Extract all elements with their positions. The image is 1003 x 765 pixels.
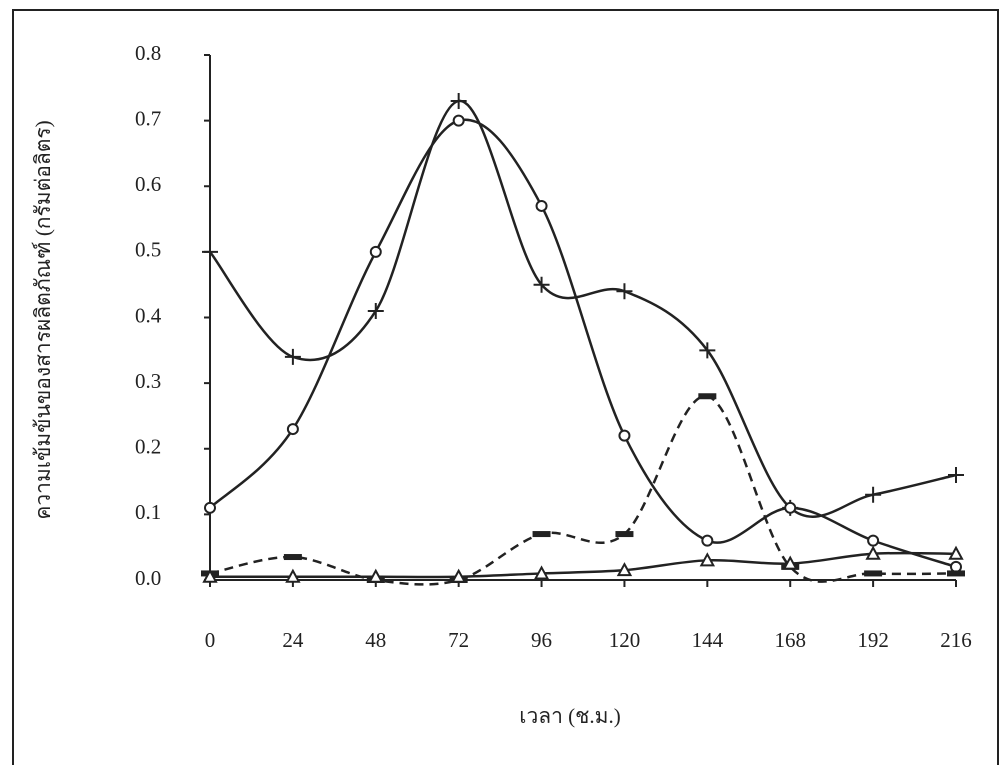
marker <box>368 568 384 583</box>
marker <box>947 570 965 577</box>
marker <box>699 552 716 567</box>
y-tick-label: 0.0 <box>135 566 161 590</box>
x-tick-label: 72 <box>448 628 469 652</box>
marker <box>533 565 550 580</box>
y-tick-label: 0.5 <box>135 238 161 262</box>
x-tick-label: 192 <box>857 628 889 652</box>
marker <box>699 342 716 359</box>
marker <box>948 545 964 560</box>
series-line <box>209 99 957 518</box>
x-tick-label: 144 <box>692 628 724 652</box>
marker <box>616 562 633 577</box>
x-tick-label: 216 <box>940 628 972 652</box>
y-tick-label: 0.7 <box>135 106 161 130</box>
x-tick-label: 96 <box>531 628 552 652</box>
marker <box>782 555 798 570</box>
y-tick-label: 0.3 <box>135 369 161 393</box>
marker <box>865 486 882 503</box>
y-tick-label: 0.6 <box>135 172 161 196</box>
marker <box>450 568 467 583</box>
marker <box>532 531 551 538</box>
x-tick-label: 24 <box>282 628 304 652</box>
series-line <box>209 118 957 569</box>
marker <box>367 302 384 319</box>
marker <box>450 92 467 109</box>
marker <box>615 531 634 538</box>
marker <box>865 545 881 560</box>
marker <box>202 243 218 260</box>
marker <box>701 534 714 547</box>
y-tick-label: 0.8 <box>135 41 161 65</box>
marker <box>698 393 717 400</box>
marker <box>285 568 301 583</box>
x-tick-label: 168 <box>774 628 806 652</box>
marker <box>202 568 218 583</box>
x-tick-label: 48 <box>365 628 386 652</box>
marker <box>948 467 964 483</box>
marker <box>864 570 883 577</box>
marker <box>950 560 962 573</box>
x-tick-label: 120 <box>609 628 641 652</box>
marker <box>535 199 548 212</box>
marker <box>369 245 382 258</box>
series-line <box>209 394 957 586</box>
y-tick-label: 0.1 <box>135 500 161 524</box>
y-tick-label: 0.2 <box>135 435 161 459</box>
marker <box>283 554 302 561</box>
marker <box>618 429 631 442</box>
marker <box>284 348 301 365</box>
marker <box>286 423 299 436</box>
marker <box>616 283 633 300</box>
x-tick-label: 0 <box>205 628 216 652</box>
marker <box>867 534 880 547</box>
marker <box>784 501 797 514</box>
x-axis-title: เวลา (ช.ม.) <box>519 704 620 728</box>
y-tick-label: 0.4 <box>135 303 162 327</box>
marker <box>533 276 550 293</box>
y-axis-title: ความเข้มข้นของสารผลิตภัณฑ์ (กรัมต่อลิตร) <box>31 120 55 519</box>
frame <box>12 9 999 765</box>
marker <box>204 501 216 514</box>
series-line <box>210 551 957 579</box>
marker <box>452 114 465 127</box>
